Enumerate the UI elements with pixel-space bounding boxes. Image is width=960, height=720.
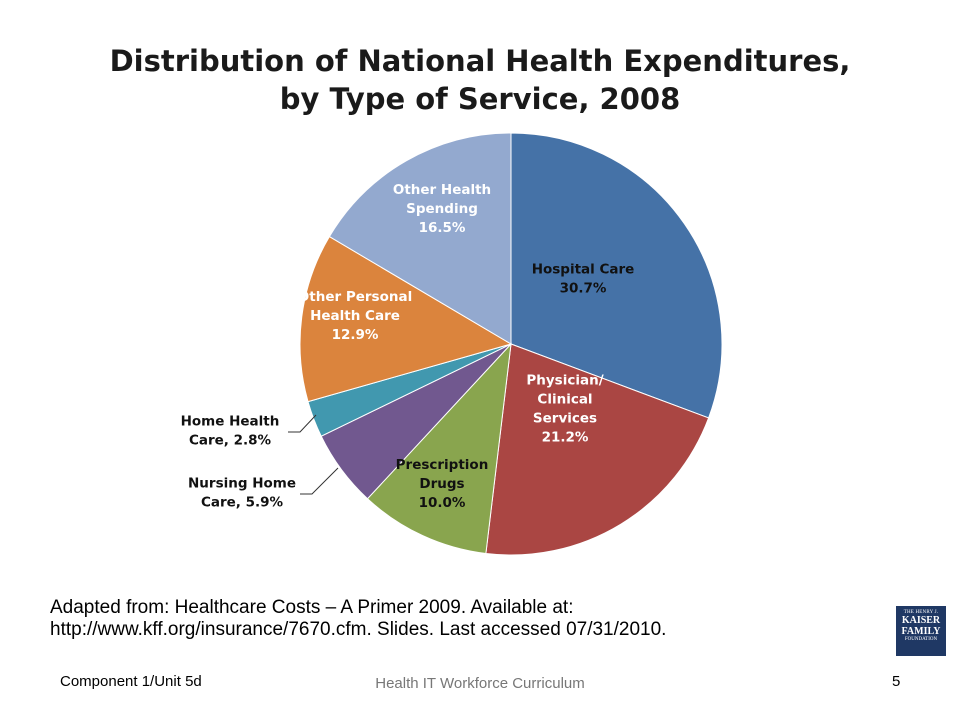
slice-label-line: Drugs xyxy=(419,476,464,492)
slice-label-line: 21.2% xyxy=(542,430,589,446)
slice-label: Physician/Clinical Services 21.2% xyxy=(526,373,603,446)
slice-label-line: Health Care xyxy=(310,308,400,324)
slice-label-line: 30.7% xyxy=(560,281,607,297)
title-line-2: by Type of Service, 2008 xyxy=(279,82,681,116)
pie-slice-prescription-drugs xyxy=(366,342,512,555)
leader-line xyxy=(300,467,339,495)
slice-label-line: Home Health xyxy=(181,414,280,430)
title-line-1: Distribution of National Health Expendit… xyxy=(109,44,851,78)
slice-label-line: 12.9% xyxy=(332,327,379,343)
slice-label-line: Services xyxy=(533,411,597,427)
slice-label-line: Care, 2.8% xyxy=(189,433,272,449)
logo-line-2a: KAISER xyxy=(901,615,941,626)
slide-title: Distribution of National Health Expendit… xyxy=(40,42,920,118)
logo-line-3: FOUNDATION xyxy=(904,637,938,642)
footer-component: Component 1/Unit 5d xyxy=(60,673,202,690)
slice-label: Other Health Spending 16.5% xyxy=(393,182,491,236)
pie-slice-physician-clinical-services xyxy=(485,343,710,556)
slice-label-line: Prescription xyxy=(396,457,489,473)
slice-label-line: 16.5% xyxy=(419,220,466,236)
logo-line-2b: FAMILY xyxy=(901,626,941,637)
slice-label: Home Health Care, 2.8% xyxy=(181,414,280,449)
slice-label-line: Care, 5.9% xyxy=(201,495,284,511)
pie-slice-other-personal-health-care xyxy=(299,235,513,403)
slice-label-line: Other Health xyxy=(393,182,491,198)
source-citation: Adapted from: Healthcare Costs – A Prime… xyxy=(50,597,850,641)
slice-label-line: Physician/ xyxy=(526,373,603,389)
slice-label-line: Hospital Care xyxy=(532,262,635,278)
slice-label-line: Other Personal xyxy=(298,289,412,305)
slice-label: Other Personal Health Care 12.9% xyxy=(298,289,412,343)
pie-slice-other-health-spending xyxy=(328,132,512,345)
slice-label: Nursing Home Care, 5.9% xyxy=(188,476,296,511)
kaiser-family-foundation-logo: THE HENRY J. KAISER FAMILY FOUNDATION xyxy=(896,606,946,656)
leader-line xyxy=(288,414,317,433)
slice-label-line: 10.0% xyxy=(419,495,466,511)
slice-label-line: Spending xyxy=(406,201,478,217)
slice-label-line: Clinical xyxy=(537,392,592,408)
slice-label: Hospital Care 30.7% xyxy=(532,262,635,297)
slice-label-line: Nursing Home xyxy=(188,476,296,492)
pie-slice-hospital-care xyxy=(510,132,723,419)
source-line-2: http://www.kff.org/insurance/7670.cfm. S… xyxy=(50,619,667,640)
logo-line-1: THE HENRY J. xyxy=(903,610,939,615)
slice-label: Prescription Drugs 10.0% xyxy=(396,457,489,511)
footer-curriculum: Health IT Workforce Curriculum xyxy=(375,675,585,692)
source-line-1: Adapted from: Healthcare Costs – A Prime… xyxy=(50,597,574,618)
page-number: 5 xyxy=(892,673,901,690)
